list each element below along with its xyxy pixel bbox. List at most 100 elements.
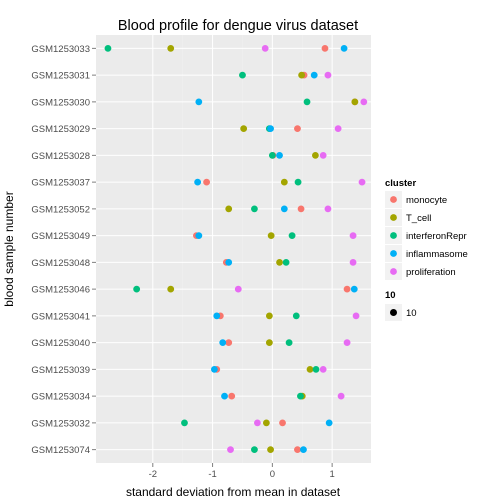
x-tick-label: -1: [208, 469, 216, 480]
y-tick-label: GSM1253041: [31, 311, 90, 322]
data-point: [221, 392, 228, 400]
legend-point: [390, 196, 397, 203]
data-point: [358, 178, 366, 186]
legend-label: monocyte: [406, 195, 447, 206]
y-tick-label: GSM1253074: [31, 445, 90, 456]
data-point: [133, 285, 141, 293]
data-point: [267, 232, 275, 240]
legend-size-label: 10: [406, 308, 417, 319]
data-point: [251, 446, 258, 454]
data-points: [104, 44, 368, 454]
x-tick-label: -2: [149, 469, 157, 480]
data-point: [321, 44, 329, 52]
y-axis-ticks: GSM1253033 GSM1253031 GSM1253030 GSM1253029…: [31, 44, 96, 456]
legend-size-title: 10: [385, 290, 396, 301]
y-tick-label: GSM1253049: [31, 231, 90, 242]
data-point: [349, 232, 357, 240]
y-tick-label: GSM1253029: [31, 124, 90, 135]
y-tick-label: GSM1253031: [31, 71, 90, 82]
data-point: [351, 98, 359, 106]
y-axis-title: blood sample number: [2, 191, 16, 306]
data-point: [240, 125, 248, 133]
legend-label: T_cell: [406, 213, 431, 224]
data-point: [352, 312, 360, 320]
x-tick-label: 1: [329, 469, 334, 480]
data-point: [262, 419, 270, 427]
data-point: [297, 205, 305, 213]
data-point: [261, 44, 269, 52]
x-axis-title: standard deviation from mean in dataset: [126, 485, 341, 499]
x-tick-label: 0: [270, 469, 275, 480]
data-point: [334, 125, 342, 133]
data-point: [227, 446, 234, 454]
data-point: [340, 44, 348, 52]
data-point: [268, 151, 276, 159]
data-point: [285, 339, 293, 347]
data-point: [343, 285, 351, 293]
data-point: [265, 339, 273, 347]
y-tick-label: GSM1253052: [31, 204, 90, 215]
data-point: [280, 178, 288, 186]
data-point: [195, 232, 203, 240]
minor-gridlines: [182, 35, 303, 463]
chart-title: Blood profile for dengue virus dataset: [118, 18, 358, 34]
y-tick-label: GSM1253048: [31, 258, 90, 269]
y-tick-label: GSM1253033: [31, 44, 90, 55]
data-point: [294, 125, 301, 133]
data-point: [350, 285, 358, 293]
data-point: [343, 339, 351, 347]
data-point: [294, 446, 301, 454]
y-tick-label: GSM1253037: [31, 178, 90, 189]
y-tick-label: GSM1253034: [31, 392, 90, 403]
data-point: [213, 312, 221, 320]
data-point: [104, 44, 112, 52]
data-point: [167, 44, 175, 52]
plot-panel: [96, 35, 371, 463]
legend-label: inflammasome: [406, 249, 468, 260]
data-point: [300, 446, 307, 454]
data-point: [225, 258, 233, 266]
x-axis-ticks: -2 -1 0 1: [149, 463, 335, 480]
data-point: [228, 392, 236, 400]
legend-point: [390, 250, 397, 257]
data-point: [310, 71, 318, 79]
y-tick-label: GSM1253046: [31, 285, 90, 296]
data-point: [324, 205, 332, 213]
data-point: [219, 339, 227, 347]
data-point: [203, 178, 210, 186]
data-point: [349, 258, 357, 266]
data-point: [210, 365, 218, 373]
data-point: [306, 365, 314, 373]
data-point: [267, 446, 274, 454]
legend-label: interferonRepr: [406, 231, 467, 242]
y-tick-label: GSM1253030: [31, 97, 90, 108]
data-point: [251, 205, 258, 213]
data-point: [319, 151, 327, 159]
legend-items: monocyte T_cell interferonRepr inflammasome…: [385, 191, 468, 280]
data-point: [167, 285, 175, 293]
data-point: [239, 71, 246, 79]
data-point: [324, 71, 332, 79]
data-point: [280, 205, 288, 213]
data-point: [181, 419, 188, 427]
legend-color-title: cluster: [385, 178, 416, 189]
data-point: [195, 98, 203, 106]
legend-point: [390, 214, 397, 221]
legend: cluster monocyte T_cell interferonRepr infl…: [385, 178, 468, 321]
legend-size-point: [390, 309, 397, 316]
y-tick-label: GSM1253028: [31, 151, 90, 162]
data-point: [312, 151, 319, 159]
legend-point: [390, 232, 397, 239]
data-point: [254, 419, 261, 427]
data-point: [234, 285, 242, 293]
data-point: [292, 312, 300, 320]
data-point: [360, 98, 368, 106]
data-point: [276, 258, 283, 266]
data-point: [303, 98, 311, 106]
data-point: [297, 392, 304, 400]
data-point: [279, 419, 286, 427]
data-point: [225, 339, 233, 347]
data-point: [294, 178, 302, 186]
data-point: [298, 71, 306, 79]
